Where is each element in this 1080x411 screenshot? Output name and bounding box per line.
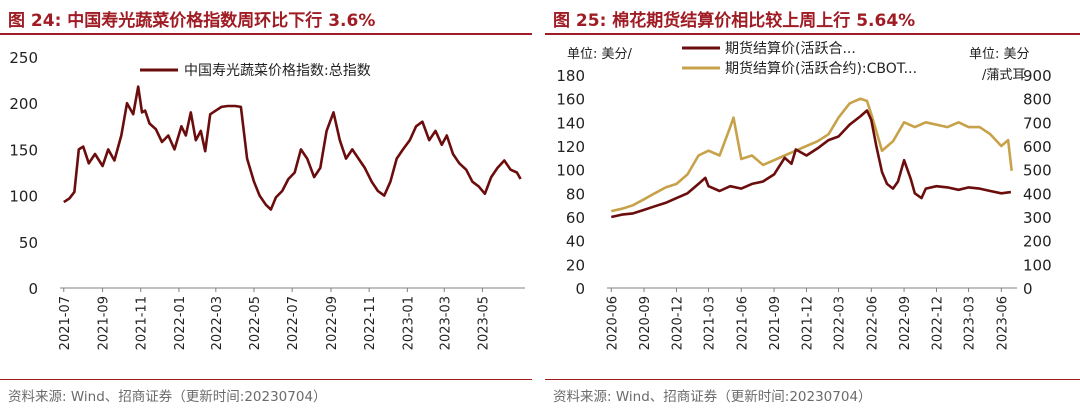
series-line-cotton-active bbox=[611, 109, 1012, 219]
x-tick-label: 2023-03 bbox=[963, 296, 978, 350]
title-rule bbox=[545, 33, 1080, 35]
x-tick-label: 2023-05 bbox=[476, 296, 491, 350]
x-tick-label: 2023-06 bbox=[995, 296, 1010, 350]
y-tick-label: 100 bbox=[9, 188, 38, 206]
y-left-tick-label: 20 bbox=[566, 256, 585, 274]
series-line-cbot-cotton bbox=[611, 97, 1013, 213]
y-right-unit-label-cont: /蒲式耳 bbox=[982, 68, 1025, 83]
legend-label: 期货结算价(活跃合... bbox=[725, 40, 856, 57]
y-left-tick-label: 80 bbox=[566, 185, 585, 203]
y-right-tick-label: 200 bbox=[1023, 233, 1052, 251]
legend-label: 期货结算价(活跃合约):CBOT... bbox=[725, 60, 917, 77]
x-tick-label: 2020-06 bbox=[605, 296, 620, 350]
y-right-tick-label: 800 bbox=[1023, 91, 1052, 109]
x-tick-label: 2020-12 bbox=[670, 296, 685, 350]
y-left-tick-label: 140 bbox=[556, 114, 585, 132]
y-tick-label: 200 bbox=[9, 95, 38, 113]
source-rule bbox=[0, 379, 532, 380]
x-tick-label: 2022-09 bbox=[898, 296, 913, 350]
figure-title: 图 25: 棉花期货结算价相比较上周上行 5.64% bbox=[553, 11, 916, 31]
y-left-tick-label: 60 bbox=[566, 209, 585, 227]
x-tick-label: 2022-05 bbox=[248, 296, 263, 350]
x-tick-label: 2022-09 bbox=[325, 296, 340, 350]
x-tick-label: 2022-11 bbox=[363, 296, 378, 350]
y-right-tick-label: 500 bbox=[1023, 162, 1052, 180]
x-tick-label: 2022-07 bbox=[286, 296, 301, 350]
x-tick-label: 2021-11 bbox=[135, 296, 150, 350]
x-tick-label: 2021-09 bbox=[97, 296, 112, 350]
title-rule bbox=[0, 33, 532, 35]
figure-25-panel: 图 25: 棉花期货结算价相比较上周上行 5.64% 0 20 40 60 80 100 1… bbox=[545, 0, 1080, 411]
y-left-tick-label: 100 bbox=[556, 162, 585, 180]
source-rule bbox=[545, 379, 1080, 380]
x-tick-label: 2021-12 bbox=[800, 296, 815, 350]
x-tick-label: 2023-01 bbox=[401, 296, 416, 350]
x-tick-label: 2023-03 bbox=[438, 296, 453, 350]
y-right-tick-label: 400 bbox=[1023, 185, 1052, 203]
figure-title: 图 24: 中国寿光蔬菜价格指数周环比下行 3.6% bbox=[8, 11, 376, 31]
y-right-tick-label: 0 bbox=[1023, 280, 1033, 298]
y-left-tick-label: 120 bbox=[556, 138, 585, 156]
y-tick-label: 0 bbox=[28, 280, 38, 298]
x-tick-label: 2022-06 bbox=[865, 296, 880, 350]
x-tick-label: 2021-09 bbox=[768, 296, 783, 350]
y-tick-label: 250 bbox=[9, 49, 38, 67]
y-left-tick-label: 160 bbox=[556, 91, 585, 109]
y-left-tick-label: 180 bbox=[556, 67, 585, 85]
cotton-futures-chart: 0 20 40 60 80 100 120 140 160 180 0 100 200 300 400 500… bbox=[556, 40, 1052, 350]
y-left-tick-label: 40 bbox=[566, 233, 585, 251]
y-right-tick-label: 300 bbox=[1023, 209, 1052, 227]
x-tick-label: 2022-03 bbox=[210, 296, 225, 350]
source-note: 资料来源: Wind、招商证券（更新时间:20230704） bbox=[553, 389, 872, 405]
y-left-tick-label: 0 bbox=[575, 280, 585, 298]
x-tick-label: 2021-06 bbox=[735, 296, 750, 350]
vegetable-price-chart: 0 50 100 150 200 250 2021-07 2021-09 2021-11 2022… bbox=[9, 49, 525, 350]
x-tick-label: 2022-01 bbox=[173, 296, 188, 350]
y-left-unit-label: 单位: 美分/ bbox=[567, 47, 633, 62]
x-tick-label: 2021-03 bbox=[703, 296, 718, 350]
legend-label: 中国寿光蔬菜价格指数:总指数 bbox=[184, 62, 371, 79]
x-tick-label: 2022-12 bbox=[930, 296, 945, 350]
x-tick-label: 2021-07 bbox=[58, 296, 73, 350]
y-right-tick-label: 900 bbox=[1023, 67, 1052, 85]
y-right-tick-label: 100 bbox=[1023, 256, 1052, 274]
series-line-vegetable-index bbox=[63, 85, 522, 211]
x-tick-label: 2022-03 bbox=[833, 296, 848, 350]
y-tick-label: 50 bbox=[19, 234, 38, 252]
y-right-unit-label: 单位: 美分 bbox=[969, 47, 1030, 62]
y-right-tick-label: 600 bbox=[1023, 138, 1052, 156]
figure-24-panel: 图 24: 中国寿光蔬菜价格指数周环比下行 3.6% 0 50 100 150 200 2… bbox=[0, 11, 532, 405]
y-right-tick-label: 700 bbox=[1023, 114, 1052, 132]
x-tick-label: 2020-09 bbox=[638, 296, 653, 350]
source-note: 资料来源: Wind、招商证券（更新时间:20230704） bbox=[8, 389, 327, 405]
y-tick-label: 150 bbox=[9, 141, 38, 159]
